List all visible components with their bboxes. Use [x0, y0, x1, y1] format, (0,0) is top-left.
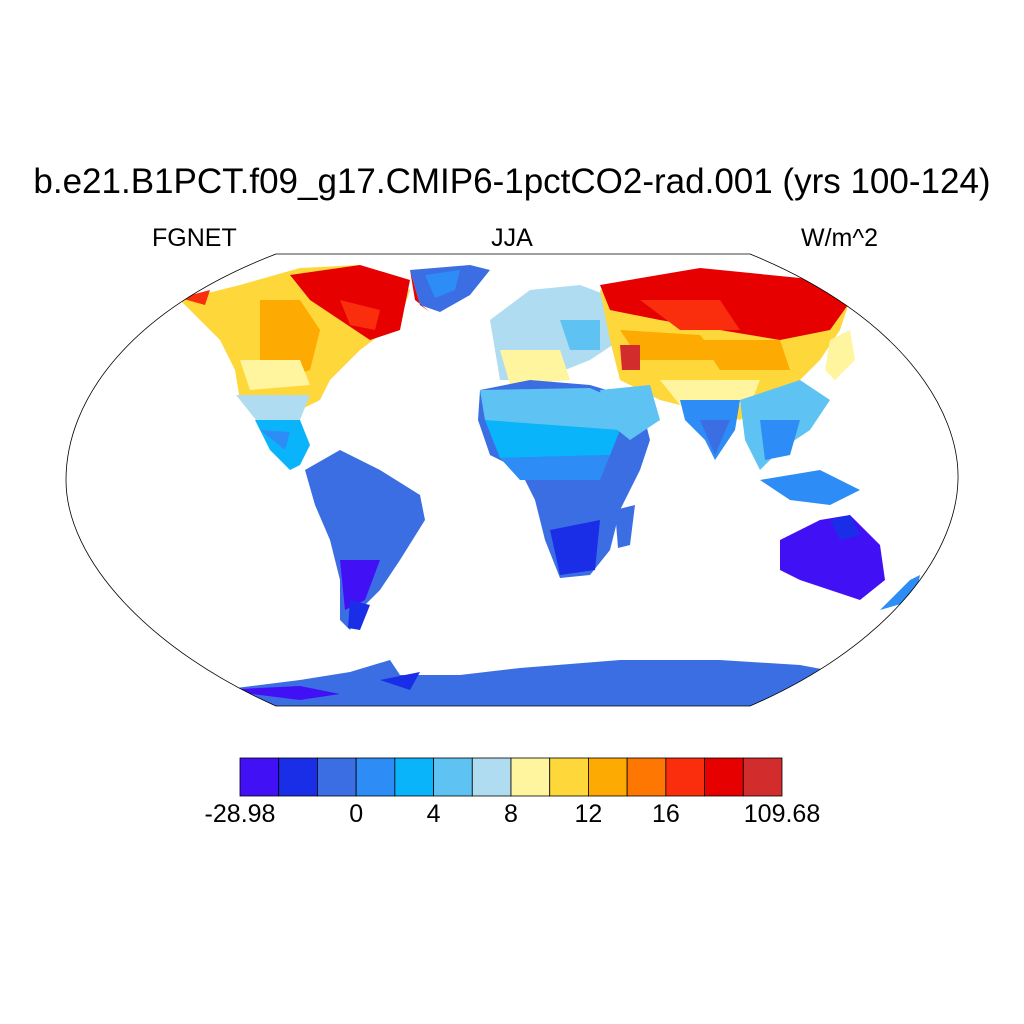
region-siberia	[600, 268, 855, 340]
colorbar-tick-label: -28.98	[204, 800, 276, 828]
colorbar-box-10	[626, 757, 667, 797]
colorbar-box-5	[433, 757, 473, 797]
region-antarctica	[200, 660, 880, 706]
colorbar-box-12	[704, 757, 744, 797]
colorbar-box-9	[588, 757, 628, 797]
region-australia	[780, 515, 885, 600]
colorbar-tick-label: 109.68	[743, 800, 821, 828]
colorbar-box-7	[510, 757, 551, 797]
colorbar-box-0	[239, 757, 280, 797]
colorbar-box-4	[394, 757, 434, 797]
colorbar-tick-label: 12	[574, 800, 603, 828]
region-arabia	[600, 385, 660, 440]
plot-title: b.e21.B1PCT.f09_g17.CMIP6-1pctCO2-rad.00…	[33, 162, 991, 201]
colorbar-box-8	[549, 757, 589, 797]
region-antarctica-edge	[220, 686, 340, 700]
colorbar-tick-label: 0	[349, 800, 364, 828]
map-outline	[65, 253, 959, 707]
region-japan	[825, 330, 855, 380]
colorbar-tick-label: 8	[504, 800, 518, 828]
center-string: JJA	[491, 224, 533, 252]
colorbar-box-2	[317, 757, 357, 797]
colorbar-box-3	[355, 757, 396, 797]
colorbar-box-13	[742, 757, 783, 797]
colorbar-box-1	[278, 757, 318, 797]
units-label: W/m^2	[800, 224, 878, 252]
colorbar-box-11	[665, 757, 705, 797]
region-south-america	[305, 450, 425, 630]
left-string: FGNET	[152, 224, 237, 252]
colorbar-box-6	[471, 757, 512, 797]
colorbar-tick-label: 16	[651, 800, 680, 828]
colorbar-tick-label: 4	[426, 800, 441, 828]
